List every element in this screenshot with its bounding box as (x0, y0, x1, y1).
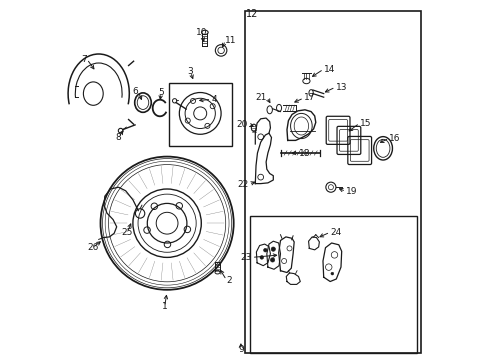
Text: 14: 14 (323, 65, 334, 74)
Text: 4: 4 (211, 95, 217, 104)
Text: 12: 12 (245, 9, 258, 19)
Text: 13: 13 (335, 83, 346, 91)
Text: 7: 7 (81, 55, 87, 63)
Text: 6: 6 (132, 87, 138, 96)
Text: 16: 16 (388, 134, 400, 143)
Text: 19: 19 (346, 187, 357, 196)
Circle shape (263, 248, 266, 252)
Bar (249, 216, 416, 353)
Text: 8: 8 (115, 133, 121, 142)
Text: 11: 11 (225, 36, 236, 45)
Text: 20: 20 (236, 120, 247, 129)
Text: 1: 1 (162, 302, 167, 311)
Text: 10: 10 (195, 28, 206, 37)
Text: 15: 15 (359, 118, 370, 127)
Text: 17: 17 (303, 94, 315, 102)
Text: 3: 3 (187, 68, 193, 77)
Circle shape (260, 256, 263, 259)
Bar (244, 11, 420, 353)
Circle shape (270, 247, 275, 251)
Text: 5: 5 (158, 88, 163, 97)
Text: 23: 23 (240, 253, 251, 262)
Text: 2: 2 (226, 276, 232, 284)
Text: 18: 18 (299, 149, 310, 158)
Text: 25: 25 (122, 228, 133, 237)
Circle shape (330, 272, 333, 275)
Text: 24: 24 (329, 228, 341, 237)
Text: 26: 26 (87, 243, 98, 252)
Bar (168, 83, 231, 146)
Text: 9: 9 (238, 345, 244, 354)
Text: 22: 22 (237, 180, 248, 189)
Text: 21: 21 (255, 93, 266, 102)
Circle shape (270, 258, 274, 262)
